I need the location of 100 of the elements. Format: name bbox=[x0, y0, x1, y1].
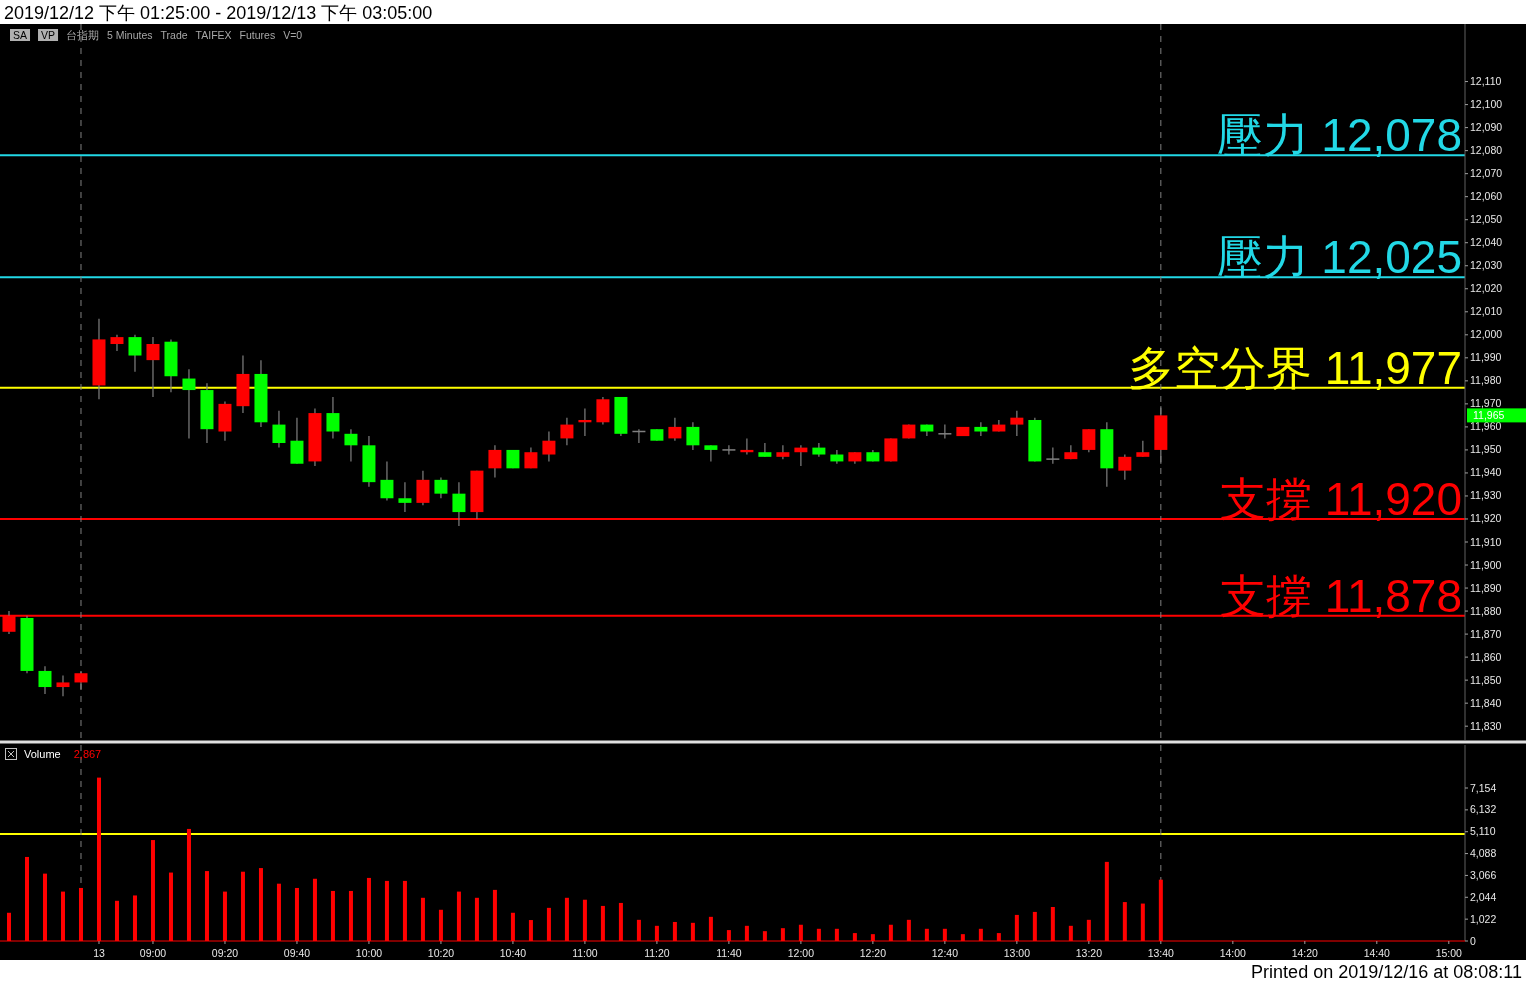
ref-line-label: 壓力 12,078 bbox=[1216, 109, 1462, 162]
candlestick bbox=[686, 421, 700, 451]
y-tick-label: 12,010 bbox=[1470, 305, 1503, 318]
y-tick-label: 12,030 bbox=[1470, 259, 1503, 272]
candlestick bbox=[596, 396, 610, 426]
y-tick-label: 12,020 bbox=[1470, 282, 1503, 295]
y-tick-label: 12,050 bbox=[1470, 213, 1503, 226]
candlestick bbox=[128, 334, 142, 373]
candlestick bbox=[1010, 410, 1024, 437]
y-tick-label: 11,930 bbox=[1470, 489, 1502, 502]
y-tick-label: 12,040 bbox=[1470, 236, 1503, 249]
y-tick-label: 12,000 bbox=[1470, 328, 1503, 341]
candlestick bbox=[416, 470, 430, 506]
candlestick bbox=[488, 444, 502, 479]
candlestick bbox=[272, 410, 286, 449]
y-tick-label: 11,940 bbox=[1470, 466, 1502, 479]
x-tick-label: 09:20 bbox=[211, 947, 239, 959]
x-tick-label: 13 bbox=[93, 947, 105, 959]
candlestick bbox=[542, 430, 556, 463]
text: Printed on 2019/12/16 at 08:08:11 bbox=[1251, 962, 1522, 982]
ref-line-label: 支撐 11,878 bbox=[1219, 569, 1462, 622]
x-tick-label: 12:40 bbox=[931, 947, 959, 959]
x-tick-label: 12:00 bbox=[787, 947, 815, 959]
candlestick bbox=[74, 670, 88, 690]
candlestick bbox=[668, 417, 682, 442]
y-tick-label: 11,960 bbox=[1470, 420, 1502, 433]
x-tick-label: 13:00 bbox=[1003, 947, 1031, 959]
ref-line-label: 壓力 12,025 bbox=[1216, 231, 1462, 284]
y-tick-label: 11,990 bbox=[1470, 351, 1502, 364]
candlestick bbox=[704, 444, 718, 463]
y-tick-label: 11,970 bbox=[1470, 397, 1502, 410]
x-tick-label: 12:20 bbox=[859, 947, 887, 959]
x-tick-label: 13:40 bbox=[1147, 947, 1175, 959]
y-tick-label: 11,920 bbox=[1470, 512, 1502, 525]
candlestick bbox=[182, 368, 196, 440]
x-tick-label: 13:20 bbox=[1075, 947, 1103, 959]
x-tick-label: 14:00 bbox=[1219, 947, 1247, 959]
y-tick-label: 11,900 bbox=[1470, 558, 1502, 571]
y-tick-label: 1,022 bbox=[1470, 912, 1497, 925]
x-tick-label: 09:40 bbox=[283, 947, 311, 959]
candlestick bbox=[722, 444, 736, 456]
candlestick bbox=[110, 334, 124, 352]
y-tick-label: 12,080 bbox=[1470, 144, 1503, 157]
y-tick-label: 12,100 bbox=[1470, 98, 1503, 111]
candlestick bbox=[452, 481, 466, 527]
x-tick-label: 11:20 bbox=[644, 947, 670, 959]
x-tick-label: 14:20 bbox=[1291, 947, 1319, 959]
annotation: Trade bbox=[160, 29, 188, 41]
annotation: TAIFEX bbox=[195, 29, 232, 41]
y-tick-label: 11,980 bbox=[1470, 374, 1502, 387]
annotation: 5 Minutes bbox=[107, 29, 153, 41]
y-tick-label: 11,890 bbox=[1470, 581, 1502, 594]
y-tick-label: 12,090 bbox=[1470, 121, 1503, 134]
y-tick-label: 12,060 bbox=[1470, 190, 1503, 203]
candlestick bbox=[326, 396, 340, 440]
y-tick-label: 0 bbox=[1470, 934, 1476, 947]
candlestick bbox=[344, 428, 358, 463]
y-tick-label: 11,870 bbox=[1470, 627, 1502, 640]
y-tick-label: 11,830 bbox=[1470, 719, 1502, 732]
candlestick bbox=[398, 481, 412, 513]
candlestick bbox=[938, 423, 952, 440]
y-tick-label: 12,070 bbox=[1470, 167, 1503, 180]
candlestick bbox=[1082, 428, 1096, 453]
y-tick-label: 12,110 bbox=[1470, 75, 1502, 88]
chart-title: 2019/12/12 下午 01:25:00 - 2019/12/13 下午 03:05:00 bbox=[4, 3, 433, 23]
x-tick-label: 10:40 bbox=[499, 947, 527, 959]
candlestick bbox=[56, 674, 70, 697]
annotation: V=0 bbox=[283, 29, 303, 41]
annotation: 台指期 bbox=[66, 29, 100, 41]
x-tick-label: 10:20 bbox=[427, 947, 455, 959]
annotation: Futures bbox=[239, 29, 276, 41]
x-tick-label: 11:40 bbox=[716, 947, 742, 959]
y-tick-label: 11,860 bbox=[1470, 650, 1502, 663]
candlestick bbox=[38, 665, 52, 695]
candlestick bbox=[290, 417, 304, 465]
y-tick-label: 6,132 bbox=[1470, 803, 1497, 816]
y-tick-label: 4,088 bbox=[1470, 847, 1497, 860]
y-tick-label: 7,154 bbox=[1470, 781, 1497, 794]
x-tick-label: 10:00 bbox=[355, 947, 383, 959]
candlestick bbox=[1118, 453, 1132, 481]
x-tick-label: 15:00 bbox=[1435, 947, 1463, 959]
candlestick bbox=[146, 336, 160, 398]
candlestick bbox=[1046, 447, 1060, 465]
x-tick-label: 14:40 bbox=[1363, 947, 1391, 959]
y-tick-label: 11,840 bbox=[1470, 696, 1502, 709]
y-tick-label: 3,066 bbox=[1470, 868, 1497, 881]
text: 11,965 bbox=[1473, 408, 1505, 421]
annotation: SA bbox=[13, 29, 28, 41]
x-tick-label: 09:00 bbox=[139, 947, 167, 959]
y-tick-label: 11,910 bbox=[1470, 535, 1502, 548]
y-tick-label: 2,044 bbox=[1470, 890, 1497, 903]
candlestick bbox=[380, 460, 394, 502]
chart-title: Volume bbox=[24, 748, 61, 760]
y-tick-label: 11,880 bbox=[1470, 604, 1502, 617]
x-tick-label: 11:00 bbox=[572, 947, 598, 959]
candlestick bbox=[776, 444, 790, 460]
ref-line-label: 支撐 11,920 bbox=[1219, 472, 1462, 525]
y-tick-label: 5,110 bbox=[1470, 825, 1496, 838]
candlestick bbox=[560, 417, 574, 446]
candlestick bbox=[434, 476, 448, 499]
